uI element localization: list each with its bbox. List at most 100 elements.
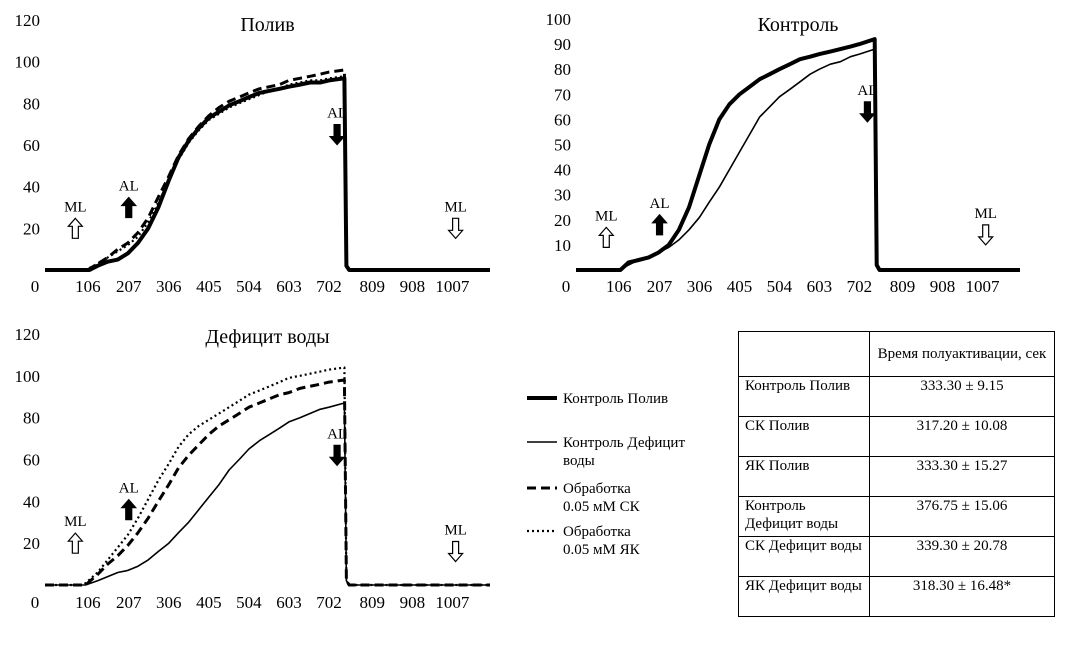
- x-tick-label: 908: [400, 593, 426, 612]
- al-label: AL: [119, 481, 139, 497]
- chart-title: Контроль: [758, 14, 839, 36]
- x-tick-label: 1007: [435, 277, 470, 296]
- y-tick-label: 10: [554, 236, 571, 255]
- table-row-value: 376.75 ± 15.06: [869, 496, 1055, 537]
- arrow-up-icon: [120, 498, 138, 521]
- ml-label: ML: [444, 523, 467, 539]
- legend-label: воды: [563, 453, 595, 469]
- arrow-up-icon: [67, 217, 84, 239]
- y-tick-label: 40: [554, 161, 571, 180]
- x-tick-label: 306: [156, 277, 182, 296]
- series-line: [576, 48, 1020, 271]
- table-header: Время полуактивации, сек: [869, 331, 1055, 377]
- series-line: [45, 402, 490, 586]
- y-tick-label: 70: [554, 85, 571, 104]
- table-row-name: СК Дефицит воды: [738, 536, 870, 577]
- y-tick-label: 60: [23, 451, 40, 470]
- x-tick-label: 405: [196, 277, 222, 296]
- ml-label: ML: [64, 199, 87, 215]
- arrow-up-icon: [120, 196, 138, 219]
- table-row-name: СК Полив: [738, 416, 870, 457]
- x-tick-label: 106: [606, 277, 632, 296]
- chart-panel: Дефицит воды 20 40 60 80 100 120 0 106 207 306 405 5…: [15, 325, 490, 612]
- x-tick-label: 405: [727, 277, 753, 296]
- series-line: [45, 75, 490, 272]
- table-row-name: Контроль Полив: [738, 376, 870, 417]
- arrow-up-icon: [597, 226, 615, 248]
- x-tick-label: 504: [767, 277, 793, 296]
- x-tick-label: 504: [236, 277, 262, 296]
- series-line: [45, 68, 490, 272]
- x-tick-label: 207: [116, 277, 142, 296]
- x-tick-label: 106: [75, 593, 101, 612]
- arrow-down-icon: [447, 540, 464, 563]
- arrow-down-icon: [859, 101, 876, 123]
- x-tick-label: 603: [276, 277, 302, 296]
- y-tick-label: 20: [23, 534, 40, 553]
- legend-label: Контроль Дефицит: [563, 435, 685, 451]
- y-tick-label: 40: [23, 492, 40, 511]
- x-tick-label: 1007: [965, 277, 1000, 296]
- table-row: Контроль Полив 333.30 ± 9.15: [738, 376, 1055, 417]
- table-row-value: 317.20 ± 10.08: [869, 416, 1055, 457]
- x-tick-label: 207: [647, 277, 673, 296]
- al-label: AL: [857, 83, 877, 99]
- y-tick-label: 80: [23, 94, 40, 113]
- y-tick-label: 40: [23, 178, 40, 197]
- y-tick-label: 100: [15, 367, 41, 386]
- x-tick-label: 908: [930, 277, 956, 296]
- ml-label: ML: [444, 199, 467, 215]
- y-tick-label: 90: [554, 35, 571, 54]
- table-row-value: 333.30 ± 9.15: [869, 376, 1055, 417]
- al-label: AL: [327, 426, 347, 442]
- x-tick-label: 603: [807, 277, 833, 296]
- legend-label: Обработка: [563, 481, 631, 497]
- chart-panel: Полив 20 40 60 80 100 120 0 106 207 306 405 504 603 70…: [15, 11, 490, 296]
- y-tick-label: 100: [15, 53, 41, 72]
- series-line: [45, 366, 490, 587]
- chart-title: Полив: [240, 14, 294, 36]
- arrow-up-icon: [67, 532, 84, 554]
- al-label: AL: [650, 196, 670, 212]
- chart-panel: Контроль 10 20 30 40 50 60 70 80 90 100 0 106 207 306 4…: [546, 10, 1020, 296]
- table-row: ЯК Дефицит воды 318.30 ± 16.48*: [738, 576, 1055, 617]
- table-row-name: Контроль Дефицит воды: [738, 496, 870, 537]
- table-header-row: Время полуактивации, сек: [738, 331, 1055, 377]
- x-tick-label: 908: [400, 277, 426, 296]
- series-line: [576, 37, 1020, 272]
- legend-label: 0.05 мМ ЯК: [563, 542, 641, 558]
- legend: Контроль Полив Контроль Дефицит воды Обрабо…: [527, 391, 685, 558]
- half-activation-table: Время полуактивации, сек Контроль Полив …: [738, 331, 1055, 617]
- y-tick-label: 120: [15, 325, 41, 344]
- table-row: ЯК Полив 333.30 ± 15.27: [738, 456, 1055, 497]
- table-row: Контроль Дефицит воды 376.75 ± 15.06: [738, 496, 1055, 537]
- y-tick-label: 80: [23, 409, 40, 428]
- ml-label: ML: [64, 514, 87, 530]
- al-label: AL: [327, 106, 347, 122]
- y-tick-label: 60: [554, 110, 571, 129]
- y-tick-label: 20: [554, 211, 571, 230]
- y-tick-label: 120: [15, 11, 41, 30]
- x-tick-label: 306: [156, 593, 182, 612]
- al-label: AL: [119, 179, 139, 195]
- x-tick-label: 702: [847, 277, 873, 296]
- arrow-down-icon: [328, 123, 346, 146]
- x-tick-label: 702: [316, 277, 342, 296]
- x-tick-label: 0: [31, 593, 40, 612]
- arrow-down-icon: [447, 217, 464, 240]
- table-row: СК Дефицит воды 339.30 ± 20.78: [738, 536, 1055, 577]
- series-line: [45, 76, 490, 272]
- x-tick-label: 809: [890, 277, 916, 296]
- table-row-name: ЯК Дефицит воды: [738, 576, 870, 617]
- ml-label: ML: [595, 208, 618, 224]
- x-tick-label: 306: [687, 277, 713, 296]
- x-tick-label: 0: [562, 277, 571, 296]
- ml-label: ML: [974, 206, 997, 222]
- y-tick-label: 50: [554, 136, 571, 155]
- x-tick-label: 809: [360, 277, 386, 296]
- x-tick-label: 207: [116, 593, 142, 612]
- y-tick-label: 30: [554, 186, 571, 205]
- y-tick-label: 60: [23, 136, 40, 155]
- table-empty-cell: [738, 331, 870, 377]
